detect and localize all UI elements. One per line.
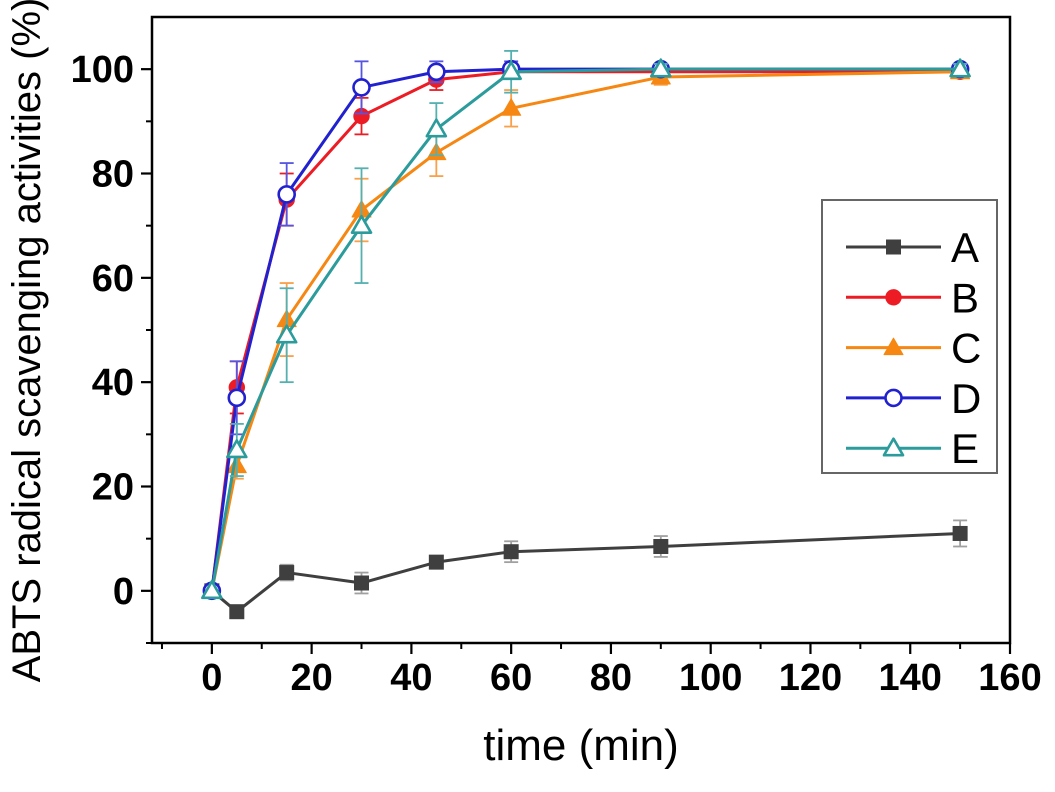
series-line [210,70,961,592]
x-tick-label: 60 [490,657,532,699]
x-tick-label: 100 [679,657,742,699]
square-marker-icon [354,575,370,591]
legend-item-C: C [846,325,981,372]
series-E [201,50,971,600]
axis-ticks: 0 20 40 60 80 100 120 140 160 0 20 40 60 80 100 [71,49,1042,699]
legend-label: D [951,375,981,422]
open-circle-marker-icon [277,185,296,204]
open-circle-marker-icon [884,388,903,408]
legend-label: A [951,224,979,271]
legend-label: E [951,425,979,472]
open-triangle-marker-icon [201,580,223,600]
open-triangle-marker-icon [882,437,905,457]
open-triangle-marker-icon [425,118,448,138]
square-marker-icon [428,554,444,570]
open-triangle-marker-icon [500,60,522,81]
y-axis-title: ABTS radical scavenging activities (%) [5,0,49,682]
triangle-marker-icon [501,98,522,116]
square-marker-icon [279,565,295,581]
legend-item-E: E [846,425,979,472]
series-line [210,531,961,614]
open-triangle-marker-icon [949,58,971,78]
x-tick-label: 0 [201,657,222,699]
x-tick-label: 20 [290,657,332,699]
square-marker-icon [503,544,519,560]
x-tick-label: 120 [779,657,842,699]
open-circle-marker-icon [227,388,247,408]
series-A [204,519,968,620]
x-tick-label: 40 [390,657,432,699]
open-circle-marker-icon [427,62,446,82]
y-tick-label: 60 [92,258,134,300]
open-triangle-marker-icon [275,324,298,344]
plot-frame [150,15,1012,645]
open-circle-marker-icon [352,78,371,97]
legend-label: B [951,274,979,321]
legend-item-A: A [846,224,979,271]
legend-label: C [951,325,981,372]
square-marker-icon [952,525,968,541]
y-tick-label: 80 [92,154,134,196]
x-tick-label: 140 [879,657,942,699]
y-tick-label: 20 [92,467,134,509]
legend-item-B: B [846,274,979,321]
circle-marker-icon [885,289,902,306]
x-axis-title: time (min) [483,721,679,770]
circle-marker-icon [353,107,370,125]
legend-item-D: D [846,375,981,422]
square-marker-icon [229,604,245,620]
square-marker-icon [886,239,901,255]
square-marker-icon [653,538,669,554]
y-tick-label: 100 [71,49,134,91]
open-triangle-marker-icon [226,439,248,459]
x-tick-label: 80 [590,657,632,699]
x-tick-label: 160 [978,657,1041,699]
open-triangle-marker-icon [350,214,373,234]
open-triangle-marker-icon [650,58,672,78]
y-tick-label: 40 [92,362,134,404]
y-tick-label: 0 [113,571,134,613]
triangle-marker-icon [883,337,904,356]
series-line [210,70,961,592]
series-line [210,67,961,592]
